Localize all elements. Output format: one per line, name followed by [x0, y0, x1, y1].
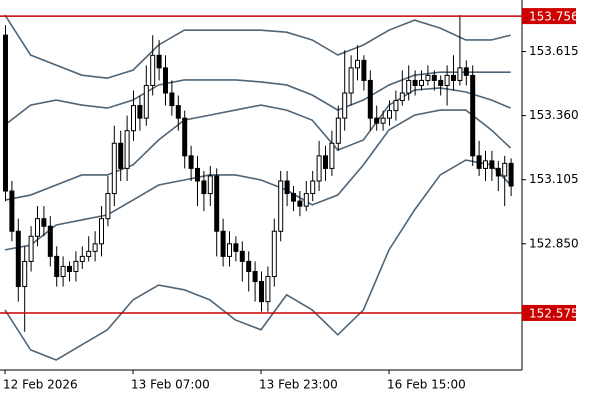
candle-body: [41, 218, 47, 227]
candle-body: [483, 160, 488, 169]
candle-body: [105, 193, 111, 220]
candle-body: [227, 243, 232, 257]
candle-body: [303, 193, 309, 207]
candle-body: [316, 155, 322, 182]
candle-body: [323, 155, 328, 169]
candle-body: [451, 74, 456, 81]
candle-body: [412, 79, 418, 86]
candle-body: [54, 255, 60, 277]
candle-body: [419, 79, 424, 86]
candle-body: [182, 117, 188, 157]
plot-area: [0, 0, 522, 370]
candle-body: [342, 92, 348, 119]
bollinger-band: [4, 14, 511, 79]
candle-body: [252, 270, 258, 283]
candle-body: [361, 59, 367, 81]
candle-body: [406, 79, 412, 94]
candle-body: [233, 243, 239, 252]
candle-body: [284, 180, 290, 195]
candle-body: [348, 67, 354, 94]
candle-body: [35, 218, 40, 237]
candle-body: [271, 230, 277, 277]
candle-body: [291, 193, 296, 202]
candle-body: [214, 175, 220, 232]
candle-body: [79, 255, 85, 262]
y-tick-label: 153.615: [529, 44, 579, 58]
candle-body: [278, 180, 284, 232]
candle-body: [22, 260, 28, 288]
candle-body: [195, 167, 200, 182]
candle-body: [73, 260, 79, 272]
level-label: 153.756: [529, 10, 579, 24]
candle-body: [355, 59, 360, 69]
candle-body: [92, 243, 98, 252]
candle-body: [201, 180, 207, 195]
candle-body: [86, 250, 92, 257]
candle-body: [444, 74, 450, 86]
candle-body: [163, 67, 168, 94]
candle-body: [297, 200, 303, 207]
candle-body: [150, 54, 156, 86]
candle-body: [9, 190, 15, 232]
bollinger-band: [4, 87, 511, 201]
candle-body: [335, 117, 341, 144]
candle-body: [399, 92, 405, 102]
candle-body: [502, 162, 508, 177]
candle-body: [47, 225, 53, 257]
x-tick-label: 12 Feb 2026: [3, 378, 78, 392]
candle-body: [137, 105, 143, 119]
candle-body: [438, 79, 444, 86]
candle-body: [175, 105, 181, 119]
y-tick-label: 153.360: [529, 108, 579, 122]
candle-body: [60, 265, 66, 277]
candle-body: [374, 117, 380, 124]
candle-body: [310, 180, 316, 195]
candle-body: [387, 110, 392, 119]
candle-body: [207, 175, 213, 195]
candle-body: [431, 74, 437, 81]
candle-body: [111, 142, 117, 195]
candle-body: [470, 74, 476, 157]
bollinger-band: [4, 159, 512, 361]
y-tick-label: 153.105: [529, 172, 579, 186]
level-label-box: [522, 8, 576, 25]
candle-body: [457, 67, 463, 81]
candle-body: [476, 155, 482, 169]
candle-body: [99, 218, 104, 245]
candle-body: [3, 34, 8, 192]
candle-body: [143, 84, 149, 119]
candle-body: [15, 230, 21, 288]
candle-body: [124, 130, 130, 169]
y-tick-label: 152.850: [529, 236, 579, 250]
candle-body: [508, 162, 514, 187]
candle-body: [188, 155, 194, 169]
candle-body: [28, 235, 34, 262]
x-tick-label: 16 Feb 15:00: [387, 378, 466, 392]
candle-body: [367, 79, 373, 119]
candle-body: [425, 74, 431, 81]
candle-body: [495, 167, 501, 177]
candle-body: [393, 100, 399, 112]
level-label-box: [522, 304, 576, 321]
candle-body: [156, 54, 162, 69]
level-label: 152.575: [529, 306, 579, 320]
x-tick-label: 13 Feb 07:00: [131, 378, 210, 392]
candle-body: [239, 250, 245, 262]
candle-body: [131, 105, 136, 132]
candle-body: [380, 117, 386, 124]
candle-body: [489, 160, 495, 169]
candle-body: [67, 265, 72, 272]
candle-body: [220, 230, 226, 257]
candle-body: [329, 142, 335, 169]
candle-body: [246, 260, 252, 272]
x-tick-label: 13 Feb 23:00: [259, 378, 338, 392]
candle-body: [118, 142, 124, 169]
candle-body: [169, 92, 175, 107]
bollinger-band: [4, 109, 512, 251]
candle-body: [259, 281, 264, 303]
candle-body: [463, 67, 469, 76]
candle-body: [265, 275, 271, 303]
bollinger-band: [4, 71, 511, 126]
